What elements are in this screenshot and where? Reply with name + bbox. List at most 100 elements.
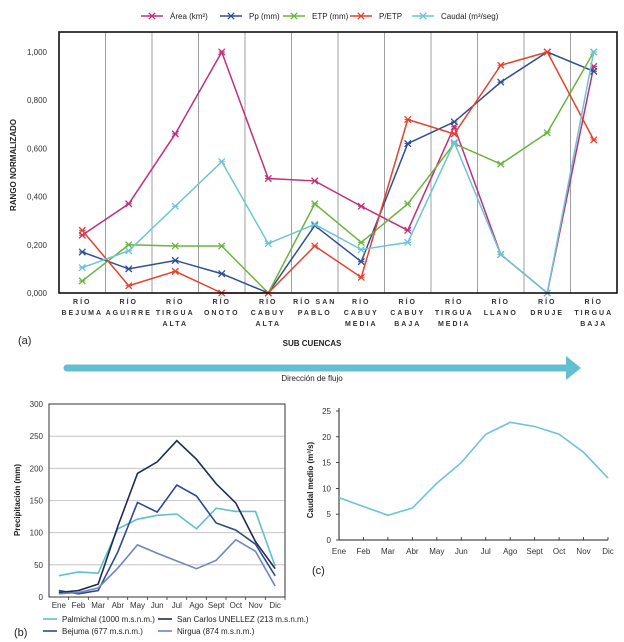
chart-a-categories: RÍO BEJUMA RÍO AGUIRRE RÍO TIRGUA ALTA RÍO ONOTO…: [61, 297, 611, 328]
chart-c-axes: 0 5 10 15 20 25 Ene Feb Mar Abr May Jun Jul Ago Sept Oc…: [322, 407, 614, 556]
category-label-r-o-cabuy-media: RÍO CABUY MEDIA: [344, 297, 379, 328]
data-point: [311, 177, 319, 185]
chart-b-grid: [49, 435, 285, 566]
category-label-line: PABLO: [298, 310, 332, 317]
data-point: [404, 115, 412, 124]
category-label-r-o-bejuma: RÍO BEJUMA: [61, 297, 101, 317]
data-point: [125, 241, 133, 249]
data-point: [78, 277, 86, 285]
series-nirgua-874-m-s-n-m: [58, 538, 276, 595]
legend-label: Pp (mm): [249, 12, 280, 21]
legend-item-nirgua-874-m-s-n-m: Nirgua (874 m.s.n.m.): [158, 627, 255, 636]
category-label-line: RÍO: [352, 297, 370, 306]
data-point: [171, 202, 179, 210]
x-tick-label: Oct: [553, 547, 566, 556]
data-point: [218, 48, 226, 56]
legend-marker: [419, 12, 427, 20]
x-tick-label: Abr: [112, 601, 125, 610]
x-tick-label: May: [130, 601, 145, 610]
data-point: [78, 264, 86, 272]
legend-marker: [227, 12, 235, 20]
data-point: [590, 67, 598, 75]
category-label-r-o-cabuy-baja: RÍO CABUY BAJA: [390, 297, 423, 328]
x-tick-label: Ene: [52, 601, 67, 610]
legend-label: Caudal (m³/seg): [441, 12, 499, 21]
chart-b: 0 50 100 150 200 250 300 Ene Feb Mar Abr May Jun Jul A…: [13, 400, 309, 639]
x-tick-label: Ago: [503, 547, 518, 556]
category-label-line: RÍO: [213, 297, 231, 306]
data-point: [497, 160, 505, 168]
x-tick-label: Dic: [269, 601, 281, 610]
category-label-line: RÍO: [259, 297, 277, 306]
legend-item-etp-mm: ETP (mm): [283, 12, 349, 21]
data-point: [218, 270, 226, 278]
data-point: [404, 226, 412, 234]
chart-a-legend: Área (km²) Pp (mm) ETP (mm) P/ETP Caudal (m³…: [141, 12, 499, 21]
legend-item-rea-km: Área (km²): [141, 12, 208, 21]
category-label-line: RÍO: [166, 297, 184, 306]
data-point: [78, 248, 86, 256]
data-point: [543, 48, 551, 56]
x-tick-label: Nov: [248, 601, 262, 610]
category-label-line: CABUY: [344, 310, 379, 317]
data-point: [357, 245, 365, 254]
category-label-line: ALTA: [255, 321, 281, 328]
y-tick-label: 200: [30, 464, 44, 473]
category-label-line: RÍO: [492, 297, 510, 306]
y-tick-label: 50: [34, 561, 43, 570]
y-tick-label: 300: [30, 400, 44, 409]
data-point: [218, 242, 226, 250]
x-tick-label: Sept: [208, 601, 225, 610]
x-tick-label: Sept: [526, 547, 543, 556]
y-tick-label: 5: [327, 510, 332, 519]
legend-label: P/ETP: [379, 12, 402, 21]
series-line: [81, 51, 595, 294]
data-point: [264, 239, 272, 248]
data-point: [264, 174, 272, 183]
chart-a-panel-label: (a): [18, 335, 31, 347]
y-tick-label: 15: [322, 459, 331, 468]
series-line: [81, 51, 595, 295]
chart-c-panel-label: (c): [312, 565, 325, 577]
category-label-r-o-san-pablo: RÍO SAN PABLO: [293, 297, 334, 317]
y-tick-label: 150: [30, 497, 44, 506]
x-tick-label: Ago: [189, 601, 204, 610]
category-label-line: CABUY: [251, 310, 286, 317]
data-point: [450, 118, 458, 126]
x-tick-label: Jul: [172, 601, 182, 610]
x-tick-label: Jun: [455, 547, 468, 556]
data-point: [125, 265, 133, 273]
category-label-line: BAJA: [394, 321, 421, 328]
data-point: [357, 273, 365, 281]
series-san-carlos-unellez-213-m-s-n-m: [58, 439, 276, 594]
x-tick-label: Feb: [357, 547, 371, 556]
y-tick-label: 0,600: [27, 144, 48, 153]
y-tick-label: 20: [322, 433, 331, 442]
category-label-line: DRUJE: [530, 310, 564, 317]
data-point: [404, 238, 412, 247]
category-label-r-o-onoto: RÍO ONOTO: [204, 297, 238, 317]
flow-arrow-head: [566, 356, 581, 380]
category-label-r-o-tirgua-baja: RÍO TIRGUA BAJA: [574, 297, 611, 328]
flow-direction-label: Dirección de flujo: [281, 374, 343, 383]
data-point: [125, 282, 133, 290]
data-point: [497, 78, 505, 86]
chart-a-y-ticks: 0,000 0,200 0,400 0,600 0,800 1,000: [27, 48, 48, 298]
y-tick-label: 25: [322, 407, 331, 416]
data-point: [125, 200, 133, 208]
legend-item-bejuma-677-m-s-n-m: Bejuma (677 m.s.n.m.): [43, 627, 143, 636]
category-label-line: BAJA: [580, 321, 607, 328]
y-tick-label: 100: [30, 529, 44, 538]
series-p-etp: [78, 48, 598, 297]
series-line: [81, 51, 595, 295]
category-label-line: MEDIA: [438, 321, 471, 328]
data-point: [218, 157, 226, 166]
chart-b-panel-label: (b): [14, 627, 27, 639]
legend-label: San Carlos UNELLEZ (213 m.s.n.m.): [177, 615, 309, 624]
y-tick-label: 0: [327, 536, 332, 545]
data-point: [171, 242, 179, 250]
chart-c-ylabel: Caudal medio (m³/s): [306, 441, 315, 518]
chart-b-ticks: 0 50 100 150 200 250 300 Ene Feb Mar Abr May Jun Jul A…: [30, 400, 286, 610]
chart-a-separators: [105, 32, 571, 293]
